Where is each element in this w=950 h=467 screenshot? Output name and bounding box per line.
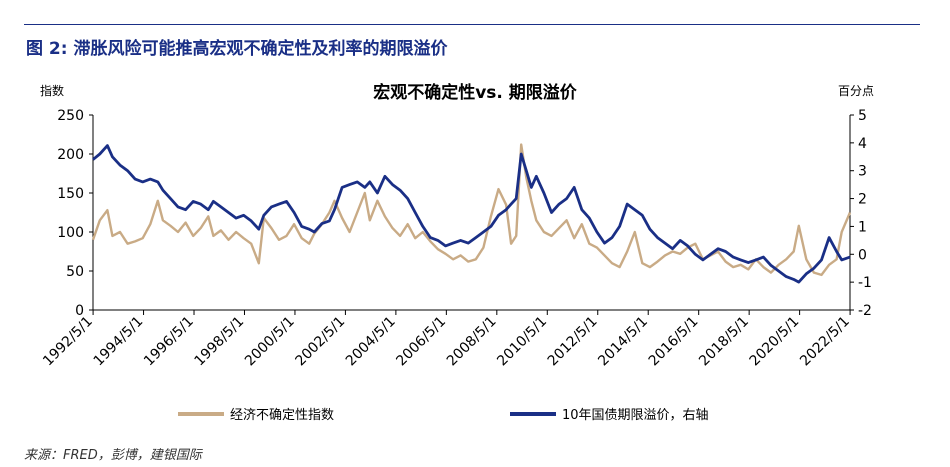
series-group: [91, 143, 852, 284]
legend-swatch-term-premium: [510, 411, 556, 416]
series-line-uncertainty: [91, 143, 852, 277]
right-axis-unit: 百分点: [838, 84, 875, 98]
x-tick-label: 2012/5/1: [545, 314, 601, 370]
right-tick-label: 5: [858, 108, 867, 124]
left-tick-label: 50: [66, 264, 84, 280]
x-tick-label: 1994/5/1: [91, 314, 147, 370]
top-rule: [24, 24, 920, 25]
right-tick-label: 4: [858, 136, 867, 152]
x-tick-label: 2014/5/1: [595, 314, 651, 370]
figure-title: 图 2: 滞胀风险可能推高宏观不确定性及利率的期限溢价: [26, 39, 448, 59]
right-tick-label: -2: [858, 303, 872, 319]
x-tick-label: 2010/5/1: [494, 314, 550, 370]
axes-group: 0 50 100 150 200 250 -2 -1 0 1 2 3 4 5 1992/5/11994/5/…: [40, 108, 872, 369]
chart-title: 宏观不确定性vs. 期限溢价: [373, 83, 577, 103]
x-tick-label: 2020/5/1: [747, 314, 803, 370]
x-tick-label: 2004/5/1: [343, 314, 399, 370]
right-tick-label: 0: [858, 247, 867, 263]
source-note: 来源：FRED，彭博，建银国际: [24, 448, 202, 463]
left-tick-label: 250: [57, 108, 84, 124]
right-tick-label: 2: [858, 192, 867, 208]
x-tick-label: 2016/5/1: [646, 314, 702, 370]
left-axis-unit: 指数: [40, 84, 65, 98]
left-tick-label: 100: [57, 225, 84, 241]
x-tick-label: 1996/5/1: [141, 314, 197, 370]
x-tick-label: 1998/5/1: [192, 314, 248, 370]
legend-label-uncertainty: 经济不确定性指数: [230, 408, 335, 423]
x-tick-label: 2000/5/1: [242, 314, 298, 370]
x-tick-label: 1992/5/1: [40, 314, 96, 370]
series-line-term-premium: [92, 144, 851, 284]
legend-item-term-premium: 10年国债期限溢价，右轴: [510, 404, 709, 423]
x-tick-label: 2018/5/1: [696, 314, 752, 370]
legend-swatch-uncertainty: [178, 411, 224, 416]
left-tick-label: 150: [57, 186, 84, 202]
left-tick-label: 200: [57, 147, 84, 163]
legend-item-uncertainty: 经济不确定性指数: [178, 404, 334, 423]
x-tick-label: 2008/5/1: [444, 314, 500, 370]
x-tick-label: 2002/5/1: [292, 314, 348, 370]
right-tick-label: -1: [858, 275, 872, 291]
x-tick-label: 2006/5/1: [393, 314, 449, 370]
x-tick-label: 2022/5/1: [797, 314, 853, 370]
right-tick-label: 3: [858, 164, 867, 180]
legend-label-term-premium: 10年国债期限溢价，右轴: [562, 408, 709, 423]
right-tick-label: 1: [858, 219, 867, 235]
left-tick-label: 0: [75, 303, 84, 319]
